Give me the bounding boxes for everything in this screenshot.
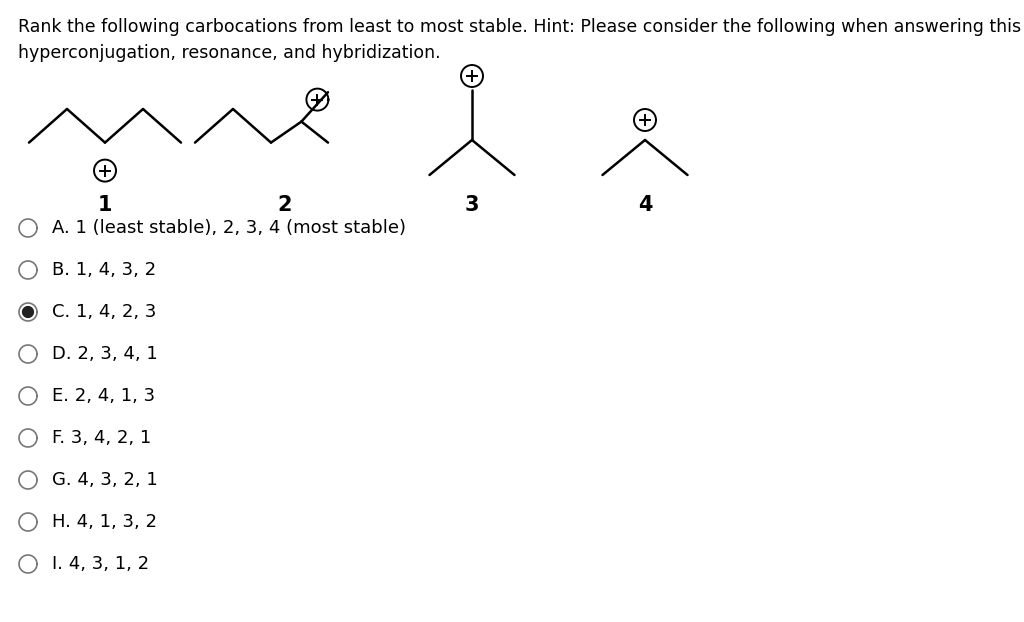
Text: D. 2, 3, 4, 1: D. 2, 3, 4, 1 bbox=[52, 345, 158, 363]
Text: G. 4, 3, 2, 1: G. 4, 3, 2, 1 bbox=[52, 471, 158, 489]
Text: B. 1, 4, 3, 2: B. 1, 4, 3, 2 bbox=[52, 261, 156, 279]
Text: I. 4, 3, 1, 2: I. 4, 3, 1, 2 bbox=[52, 555, 150, 573]
Text: H. 4, 1, 3, 2: H. 4, 1, 3, 2 bbox=[52, 513, 157, 531]
Text: 4: 4 bbox=[638, 195, 652, 215]
Text: 1: 1 bbox=[97, 195, 113, 215]
Text: E. 2, 4, 1, 3: E. 2, 4, 1, 3 bbox=[52, 387, 155, 405]
Polygon shape bbox=[23, 307, 34, 317]
Text: C. 1, 4, 2, 3: C. 1, 4, 2, 3 bbox=[52, 303, 157, 321]
Text: 2: 2 bbox=[278, 195, 292, 215]
Text: 3: 3 bbox=[465, 195, 479, 215]
Text: Rank the following carbocations from least to most stable. Hint: Please consider: Rank the following carbocations from lea… bbox=[18, 18, 1024, 62]
Text: F. 3, 4, 2, 1: F. 3, 4, 2, 1 bbox=[52, 429, 152, 447]
Text: A. 1 (least stable), 2, 3, 4 (most stable): A. 1 (least stable), 2, 3, 4 (most stabl… bbox=[52, 219, 406, 237]
